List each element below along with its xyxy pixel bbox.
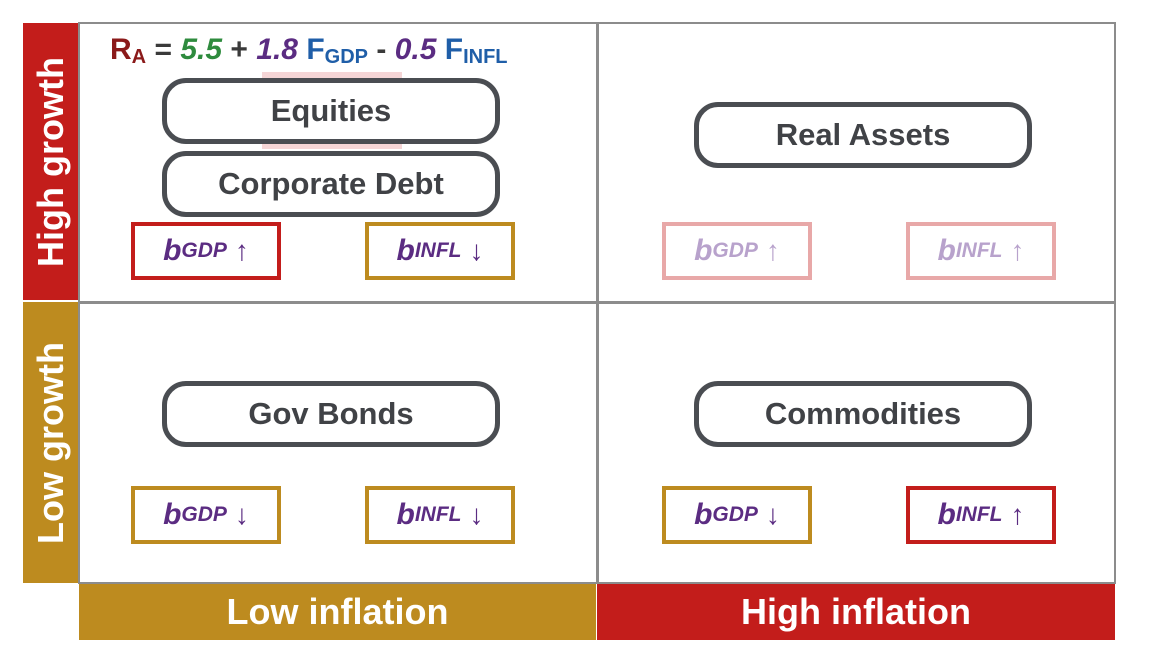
- formula-eq: =: [154, 33, 172, 66]
- beta-infl-down: b INFL ↓: [365, 486, 515, 544]
- beta-infl-down: b INFL ↓: [365, 222, 515, 280]
- asset-equities-label: Equities: [270, 93, 392, 128]
- axis-high-growth: High growth: [23, 23, 78, 300]
- arrow-up-icon: ↑: [1010, 499, 1025, 530]
- beta-sub-infl: INFL: [955, 239, 1003, 262]
- beta-sub-infl: INFL: [955, 503, 1003, 526]
- beta-gdp-down: b GDP ↓: [662, 486, 812, 544]
- axis-high-inflation: High inflation: [597, 584, 1115, 640]
- beta-b: b: [937, 234, 956, 267]
- formula-intercept: 5.5: [180, 33, 223, 66]
- beta-b: b: [396, 498, 415, 531]
- beta-gdp-up-faded: b GDP ↑: [662, 222, 812, 280]
- arrow-up-icon: ↑: [1010, 235, 1025, 266]
- axis-low-growth-label: Low growth: [29, 341, 71, 544]
- asset-gov-bonds: Gov Bonds: [162, 381, 500, 447]
- beta-b: b: [694, 234, 713, 267]
- beta-sub-gdp: GDP: [712, 503, 758, 526]
- axis-low-inflation: Low inflation: [79, 584, 596, 640]
- axis-low-inflation-label: Low inflation: [226, 591, 449, 632]
- highlight-strip: [262, 143, 402, 149]
- asset-equities: Equities: [162, 78, 500, 144]
- asset-corporate-debt-label: Corporate Debt: [218, 166, 444, 201]
- return-formula: RA = 5.5 + 1.8 FGDP - 0.5 FINFL: [110, 28, 590, 72]
- asset-commodities: Commodities: [694, 381, 1032, 447]
- formula-f-gdp: F: [306, 33, 325, 66]
- asset-corporate-debt: Corporate Debt: [162, 151, 500, 217]
- arrow-up-icon: ↑: [234, 235, 249, 266]
- formula-infl-coef: 0.5: [394, 33, 437, 66]
- beta-b: b: [396, 234, 415, 267]
- formula-f-infl: F: [444, 33, 464, 66]
- asset-real-assets-label: Real Assets: [775, 117, 951, 152]
- formula-plus: +: [230, 33, 248, 66]
- beta-b: b: [694, 498, 713, 531]
- beta-sub-infl: INFL: [414, 239, 462, 262]
- formula-f-infl-sub: INFL: [463, 46, 508, 68]
- formula-r: R: [110, 33, 132, 66]
- axis-high-growth-label: High growth: [29, 56, 71, 267]
- beta-gdp-down: b GDP ↓: [131, 486, 281, 544]
- grid-horizontal-divider: [78, 301, 1116, 304]
- beta-sub-gdp: GDP: [181, 239, 227, 262]
- formula-gdp-coef: 1.8: [256, 33, 298, 66]
- formula-minus: -: [376, 33, 387, 66]
- highlight-strip: [262, 72, 402, 78]
- arrow-down-icon: ↓: [469, 235, 484, 266]
- asset-gov-bonds-label: Gov Bonds: [248, 396, 414, 431]
- formula-f-gdp-sub: GDP: [324, 46, 369, 68]
- beta-infl-up-faded: b INFL ↑: [906, 222, 1056, 280]
- beta-infl-up: b INFL ↑: [906, 486, 1056, 544]
- arrow-up-icon: ↑: [765, 235, 780, 266]
- beta-sub-gdp: GDP: [712, 239, 758, 262]
- beta-b: b: [163, 234, 182, 267]
- beta-b: b: [163, 498, 182, 531]
- beta-gdp-up: b GDP ↑: [131, 222, 281, 280]
- beta-sub-gdp: GDP: [181, 503, 227, 526]
- asset-real-assets: Real Assets: [694, 102, 1032, 168]
- arrow-down-icon: ↓: [234, 499, 249, 530]
- beta-sub-infl: INFL: [414, 503, 462, 526]
- arrow-down-icon: ↓: [765, 499, 780, 530]
- axis-low-growth: Low growth: [23, 302, 78, 583]
- asset-commodities-label: Commodities: [764, 396, 962, 431]
- arrow-down-icon: ↓: [469, 499, 484, 530]
- formula-r-sub: A: [131, 46, 147, 68]
- beta-b: b: [937, 498, 956, 531]
- axis-high-inflation-label: High inflation: [741, 591, 971, 632]
